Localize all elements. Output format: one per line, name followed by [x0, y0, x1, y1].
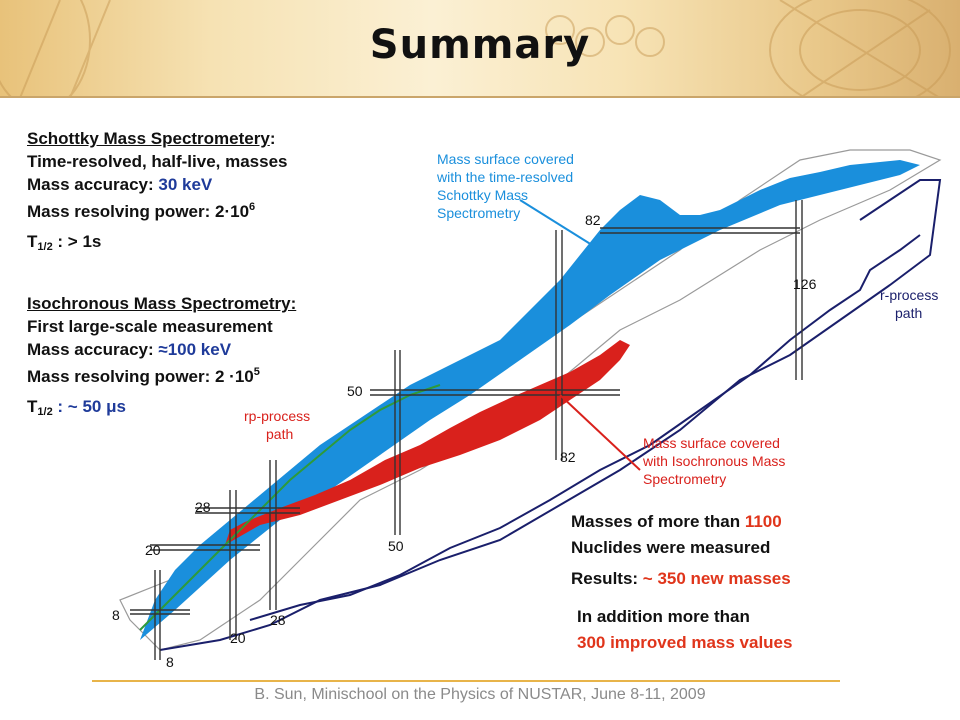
masses-count: 1100 [744, 512, 782, 531]
magic-label-82-n: 82 [560, 449, 576, 465]
results-label: Results: [571, 569, 643, 588]
magic-label-82-z: 82 [585, 212, 601, 228]
magic-label-28-z: 28 [195, 499, 211, 515]
iso-accuracy-label: Mass accuracy: [27, 340, 159, 359]
schottky-t-value: : > 1s [52, 232, 102, 251]
page-title: Summary [369, 22, 591, 68]
schottky-heading: Schottky Mass Spectrometery [27, 129, 270, 148]
magic-label-28-n: 28 [270, 612, 286, 628]
schottky-accuracy-label: Mass accuracy: [27, 175, 159, 194]
footer-divider [92, 680, 840, 682]
results-value: ~ 350 new masses [642, 569, 791, 588]
nuclides-line: Nuclides were measured [571, 538, 771, 557]
magic-label-126-n: 126 [793, 276, 817, 292]
schottky-power-value: 2·10 [215, 202, 250, 221]
iso-power-exp: 5 [253, 366, 260, 378]
iso-power-value: 2 ·10 [215, 367, 254, 386]
schottky-section: Schottky Mass Spectrometery: Time-resolv… [27, 129, 288, 253]
rp-process-label-1: rp-process [244, 408, 310, 424]
iso-callout-line [559, 394, 641, 471]
schottky-line1: Time-resolved, half-live, masses [27, 152, 288, 171]
schottky-t-sub: 1/2 [37, 241, 53, 253]
iso-line1: First large-scale measurement [27, 317, 273, 336]
magic-label-20-z: 20 [145, 542, 161, 558]
iso-callout-line-3: Spectrometry [643, 471, 726, 487]
footer-citation: B. Sun, Minischool on the Physics of NUS… [254, 686, 706, 703]
results-note: Results: ~ 350 new masses [571, 566, 791, 592]
masses-note: Masses of more than 1100 Nuclides were m… [571, 509, 782, 561]
masses-pre: Masses of more than [571, 512, 745, 531]
banner-decoration [0, 0, 960, 98]
iso-accuracy-value: ≈100 keV [158, 340, 232, 359]
schottky-callout-line-3: Schottky Mass [437, 187, 528, 203]
schottky-callout-line [519, 199, 601, 251]
addition-line: In addition more than [577, 607, 750, 626]
rp-process-label-2: path [266, 426, 293, 442]
r-process-label-1: r-process [880, 287, 938, 303]
iso-callout-line-1: Mass surface covered [643, 435, 780, 451]
r-process-path [249, 234, 921, 621]
iso-t-label: T [27, 397, 38, 416]
schottky-t-label: T [27, 232, 38, 251]
iso-heading: Isochronous Mass Spectrometry: [27, 294, 297, 313]
schottky-power-label: Mass resolving power: [27, 202, 215, 221]
improved-line: 300 improved mass values [577, 633, 793, 652]
isochronous-mass-surface [225, 340, 630, 545]
iso-t-value: : ~ 50 μs [52, 397, 126, 416]
magic-label-50-z: 50 [347, 383, 363, 399]
r-process-label-2: path [895, 305, 922, 321]
rp-process-path [139, 384, 441, 631]
magic-number-lines [130, 200, 803, 660]
iso-power-label: Mass resolving power: [27, 367, 215, 386]
header-banner: Summary [0, 0, 960, 98]
schottky-callout-line-4: Spectrometry [437, 205, 520, 221]
magic-label-8-n: 8 [166, 654, 174, 670]
schottky-accuracy-value: 30 keV [158, 175, 213, 194]
magic-label-50-n: 50 [388, 538, 404, 554]
magic-label-20-n: 20 [230, 630, 246, 646]
iso-t-sub: 1/2 [37, 406, 53, 418]
isochronous-section: Isochronous Mass Spectrometry: First lar… [27, 292, 296, 424]
iso-callout-line-2: with Isochronous Mass [642, 453, 785, 469]
schottky-callout-line-1: Mass surface covered [437, 151, 574, 167]
neutron-drip-line [159, 179, 942, 651]
magic-label-8-z: 8 [112, 607, 120, 623]
schottky-power-exp: 6 [249, 201, 256, 213]
schottky-callout-line-2: with the time-resolved [436, 169, 573, 185]
addition-note: In addition more than 300 improved mass … [577, 604, 792, 656]
